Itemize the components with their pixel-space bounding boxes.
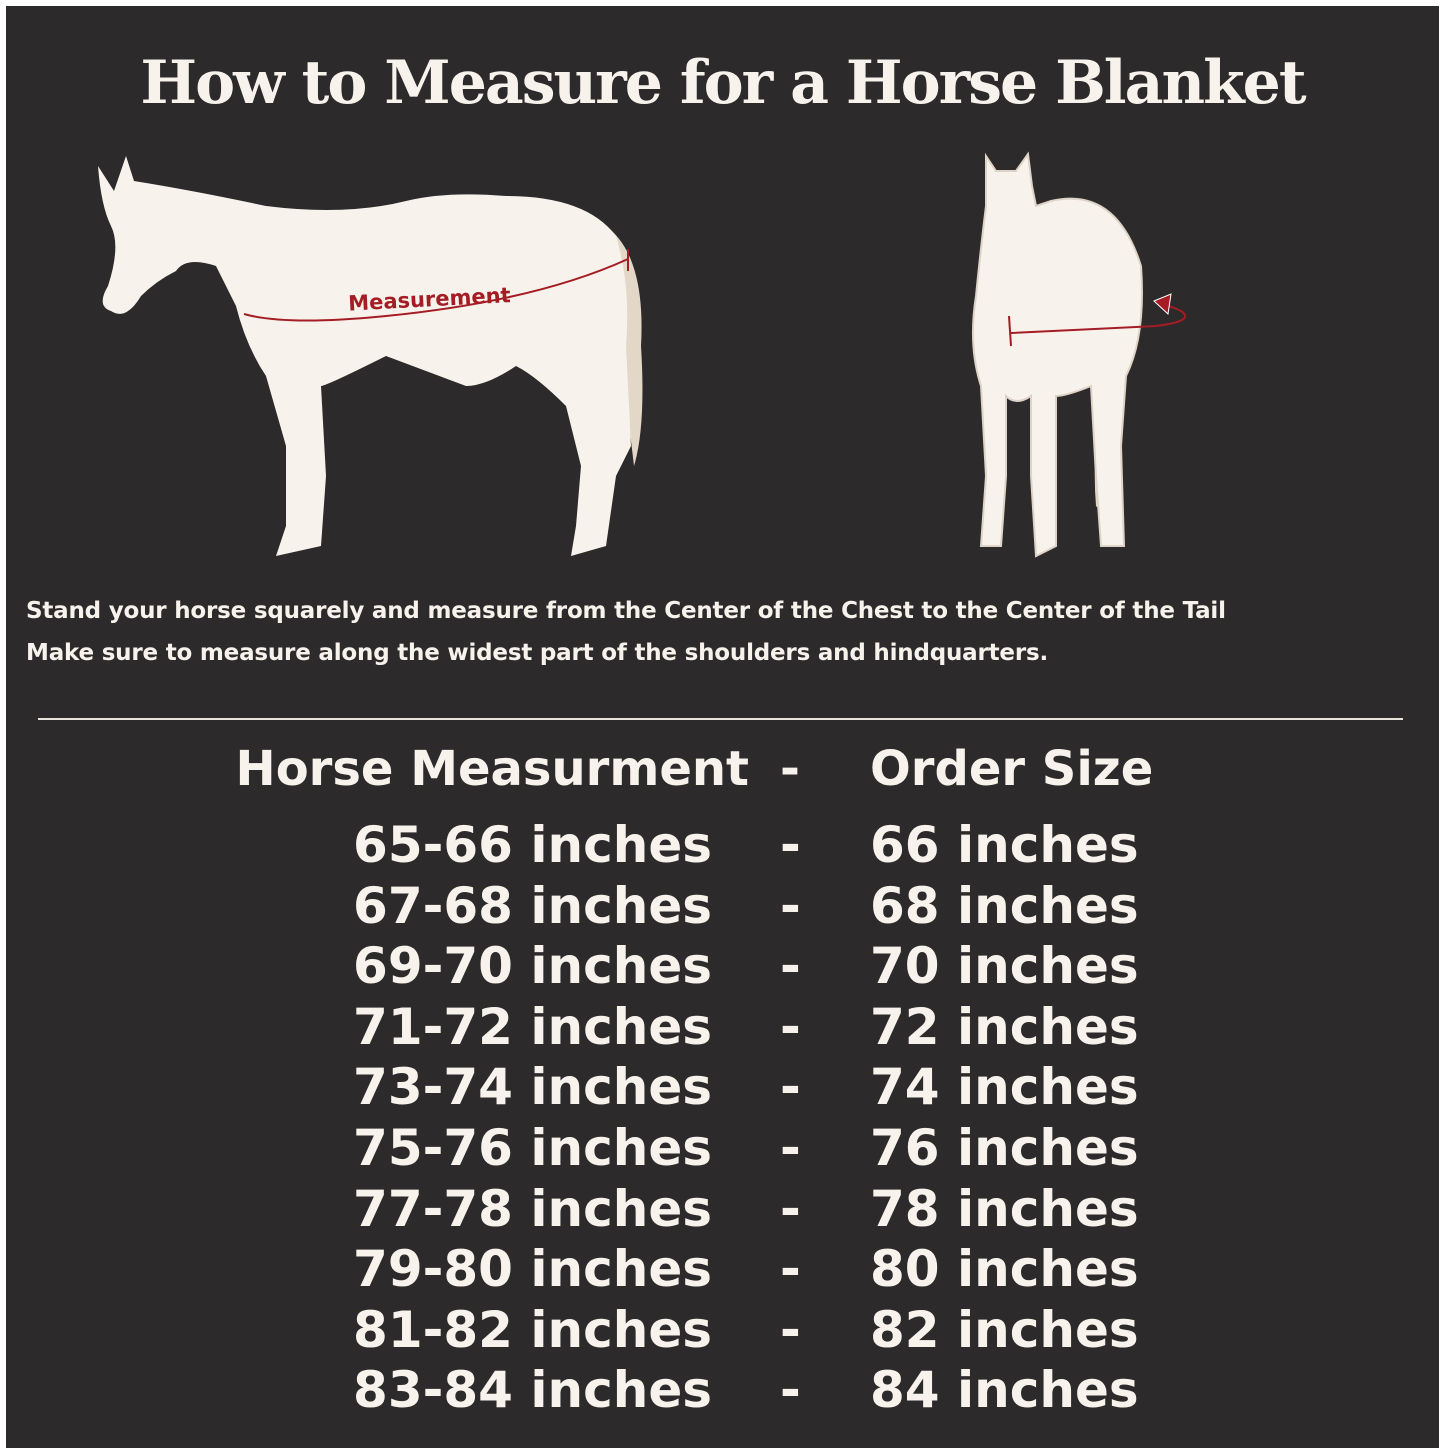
- measurement-cell: 67-68 inches: [353, 876, 712, 935]
- separator-cell: -: [780, 1240, 801, 1299]
- separator-cell: -: [780, 816, 801, 874]
- separator-cell: -: [780, 997, 801, 1056]
- table-row: 81-82 inches - 82 inches: [6, 1300, 1439, 1360]
- order-size-cell: 72 inches: [870, 997, 1139, 1056]
- order-size-cell: 82 inches: [870, 1300, 1139, 1359]
- table-row: 73-74 inches - 74 inches: [6, 1057, 1439, 1117]
- measurement-cell: 79-80 inches: [353, 1240, 712, 1299]
- separator-cell: -: [780, 1361, 801, 1420]
- order-size-cell: 70 inches: [870, 937, 1139, 996]
- table-row: 79-80 inches - 80 inches: [6, 1239, 1439, 1299]
- instruction-line-2: Make sure to measure along the widest pa…: [26, 640, 1048, 666]
- horse-body: [971, 151, 1143, 558]
- order-size-cell: 80 inches: [870, 1240, 1139, 1299]
- measurement-cell: 81-82 inches: [353, 1300, 712, 1359]
- table-row: 77-78 inches - 78 inches: [6, 1179, 1439, 1239]
- order-size-cell: 84 inches: [870, 1361, 1139, 1420]
- horse-side-view-illustration: Measurement: [98, 156, 643, 556]
- separator-cell: -: [780, 876, 801, 935]
- arrow-head-icon: [1153, 293, 1172, 316]
- measurement-cell: 71-72 inches: [353, 997, 712, 1056]
- separator-cell: -: [780, 1058, 801, 1117]
- separator-cell: -: [780, 1179, 801, 1238]
- table-row: 75-76 inches - 76 inches: [6, 1118, 1439, 1178]
- divider: [38, 718, 1403, 720]
- horse-front-view-illustration: [971, 151, 1187, 558]
- measurement-line: [243, 258, 629, 322]
- order-size-cell: 78 inches: [870, 1179, 1139, 1238]
- horse-body: [98, 156, 631, 556]
- measurement-cell: 75-76 inches: [353, 1119, 712, 1177]
- measurement-cell: 73-74 inches: [353, 1058, 712, 1117]
- header-horse-measurement: Horse Measurment: [235, 741, 749, 797]
- table-row: 65-66 inches - 66 inches: [6, 815, 1439, 875]
- order-size-cell: 74 inches: [870, 1058, 1139, 1117]
- header-order-size: Order Size: [870, 741, 1154, 797]
- measurement-cell: 83-84 inches: [353, 1361, 712, 1420]
- table-row: 69-70 inches - 70 inches: [6, 936, 1439, 996]
- separator-cell: -: [780, 1119, 801, 1177]
- table-row: 71-72 inches - 72 inches: [6, 997, 1439, 1057]
- order-size-cell: 66 inches: [870, 816, 1139, 874]
- measurement-cell: 65-66 inches: [353, 816, 712, 874]
- table-row: 83-84 inches - 84 inches: [6, 1360, 1439, 1420]
- separator-cell: -: [780, 937, 801, 996]
- measurement-cell: 77-78 inches: [353, 1179, 712, 1238]
- measurement-cell: 69-70 inches: [353, 937, 712, 996]
- page-title: How to Measure for a Horse Blanket: [140, 48, 1306, 118]
- header-separator: -: [780, 741, 800, 797]
- table-header: Horse Measurment - Order Size: [6, 739, 1439, 799]
- table-row: 67-68 inches - 68 inches: [6, 876, 1439, 936]
- order-size-cell: 76 inches: [870, 1119, 1139, 1177]
- instruction-line-1: Stand your horse squarely and measure fr…: [26, 598, 1226, 624]
- infographic: How to Measure for a Horse Blanket Measu…: [6, 6, 1439, 1448]
- order-size-cell: 68 inches: [870, 876, 1139, 935]
- separator-cell: -: [780, 1300, 801, 1359]
- measurement-tick: [1008, 315, 1012, 347]
